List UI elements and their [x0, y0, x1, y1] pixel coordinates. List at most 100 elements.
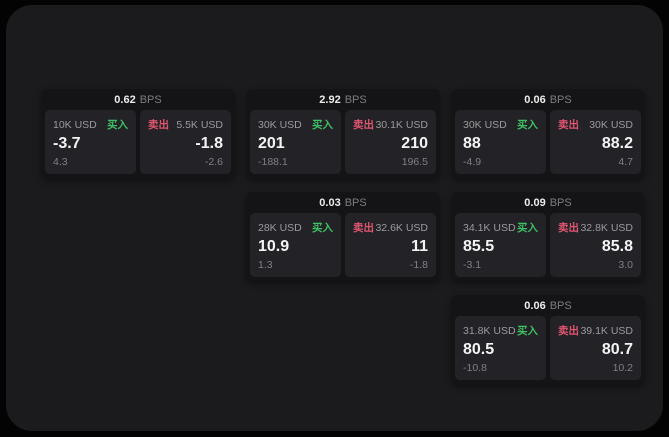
sell-amount: 30.1K USD	[375, 118, 428, 131]
buy-panel[interactable]: 30K USD 买入 201 -188.1	[250, 110, 341, 174]
buy-change: -188.1	[258, 156, 288, 168]
buy-change: -4.9	[463, 156, 482, 168]
buy-change: 4.3	[53, 156, 68, 168]
sell-panel[interactable]: 卖出 30.1K USD 210 196.5	[345, 110, 436, 174]
buy-price: 10.9	[258, 238, 290, 255]
bps-unit: BPS	[549, 196, 572, 209]
buy-panel[interactable]: 28K USD 买入 10.9 1.3	[250, 213, 341, 277]
sell-change: 4.7	[618, 156, 633, 168]
buy-panel[interactable]: 30K USD 买入 88 -4.9	[455, 110, 546, 174]
buy-label: 买入	[517, 119, 538, 131]
card-header: 0.09 BPS	[451, 192, 645, 213]
buy-amount: 28K USD	[258, 221, 302, 234]
sell-label: 卖出	[353, 222, 374, 234]
sell-change: -2.6	[204, 156, 223, 168]
buy-panel-top: 30K USD 买入	[463, 117, 538, 132]
sell-panel[interactable]: 卖出 5.5K USD -1.8 -2.6	[140, 110, 231, 174]
bps-unit: BPS	[549, 299, 572, 312]
sell-price: -1.8	[195, 135, 223, 152]
sell-panel[interactable]: 卖出 32.6K USD 11 -1.8	[345, 213, 436, 277]
sell-panel-top: 卖出 32.6K USD	[353, 220, 428, 235]
sell-change: 196.5	[401, 156, 428, 168]
buy-label: 买入	[517, 325, 538, 337]
buy-panel-top: 28K USD 买入	[258, 220, 333, 235]
buy-amount: 30K USD	[258, 118, 302, 131]
bps-value: 0.03	[319, 196, 341, 209]
buy-label: 买入	[312, 222, 333, 234]
sell-label: 卖出	[353, 119, 374, 131]
card-body: 30K USD 买入 88 -4.9 卖出 30K USD 88.2 4.7	[451, 110, 645, 178]
sell-price: 85.8	[601, 238, 633, 255]
sell-amount: 5.5K USD	[176, 118, 223, 131]
bps-value: 0.09	[524, 196, 546, 209]
buy-change: 1.3	[258, 259, 273, 271]
sell-price: 11	[411, 238, 428, 255]
sell-panel[interactable]: 卖出 32.8K USD 85.8 3.0	[550, 213, 641, 277]
buy-price: 88	[463, 135, 481, 152]
buy-panel-top: 31.8K USD 买入	[463, 323, 538, 338]
sell-amount: 39.1K USD	[580, 324, 633, 337]
card-header: 0.03 BPS	[246, 192, 440, 213]
price-card: 0.06 BPS 30K USD 买入 88 -4.9 卖出	[451, 89, 645, 178]
buy-price: 80.5	[463, 341, 495, 358]
sell-label: 卖出	[558, 222, 579, 234]
buy-change: -10.8	[463, 362, 487, 374]
buy-panel-top: 10K USD 买入	[53, 117, 128, 132]
card-header: 2.92 BPS	[246, 89, 440, 110]
price-card: 0.09 BPS 34.1K USD 买入 85.5 -3.1 卖出	[451, 192, 645, 281]
price-card: 0.06 BPS 31.8K USD 买入 80.5 -10.8 卖	[451, 295, 645, 384]
sell-price: 88.2	[601, 135, 633, 152]
buy-amount: 30K USD	[463, 118, 507, 131]
sell-label: 卖出	[558, 325, 579, 337]
sell-price: 210	[401, 135, 428, 152]
card-body: 31.8K USD 买入 80.5 -10.8 卖出 39.1K USD 80.…	[451, 316, 645, 384]
buy-panel[interactable]: 34.1K USD 买入 85.5 -3.1	[455, 213, 546, 277]
card-body: 30K USD 买入 201 -188.1 卖出 30.1K USD 210 1…	[246, 110, 440, 178]
card-header: 0.62 BPS	[41, 89, 235, 110]
bps-unit: BPS	[549, 93, 572, 106]
bps-value: 0.06	[524, 93, 546, 106]
card-body: 34.1K USD 买入 85.5 -3.1 卖出 32.8K USD 85.8…	[451, 213, 645, 281]
price-card: 0.03 BPS 28K USD 买入 10.9 1.3 卖出	[246, 192, 440, 281]
buy-amount: 34.1K USD	[463, 221, 516, 234]
sell-panel-top: 卖出 30K USD	[558, 117, 633, 132]
sell-change: 10.2	[612, 362, 633, 374]
price-cards-grid: 0.62 BPS 10K USD 买入 -3.7 4.3 卖出	[41, 89, 645, 384]
sell-amount: 32.8K USD	[580, 221, 633, 234]
app-panel: 0.62 BPS 10K USD 买入 -3.7 4.3 卖出	[6, 5, 663, 431]
buy-panel-top: 34.1K USD 买入	[463, 220, 538, 235]
sell-panel[interactable]: 卖出 30K USD 88.2 4.7	[550, 110, 641, 174]
bps-unit: BPS	[344, 196, 367, 209]
card-header: 0.06 BPS	[451, 89, 645, 110]
bps-value: 0.06	[524, 299, 546, 312]
buy-label: 买入	[312, 119, 333, 131]
sell-change: 3.0	[618, 259, 633, 271]
buy-price: 201	[258, 135, 285, 152]
price-card: 0.62 BPS 10K USD 买入 -3.7 4.3 卖出	[41, 89, 235, 178]
buy-label: 买入	[517, 222, 538, 234]
sell-panel-top: 卖出 5.5K USD	[148, 117, 223, 132]
buy-panel-top: 30K USD 买入	[258, 117, 333, 132]
buy-panel[interactable]: 10K USD 买入 -3.7 4.3	[45, 110, 136, 174]
sell-price: 80.7	[601, 341, 633, 358]
sell-change: -1.8	[409, 259, 428, 271]
sell-panel-top: 卖出 30.1K USD	[353, 117, 428, 132]
price-card: 2.92 BPS 30K USD 买入 201 -188.1 卖出	[246, 89, 440, 178]
sell-amount: 30K USD	[589, 118, 633, 131]
sell-amount: 32.6K USD	[375, 221, 428, 234]
card-body: 10K USD 买入 -3.7 4.3 卖出 5.5K USD -1.8 -2.…	[41, 110, 235, 178]
bps-value: 2.92	[319, 93, 341, 106]
bps-unit: BPS	[344, 93, 367, 106]
bps-unit: BPS	[139, 93, 162, 106]
buy-panel[interactable]: 31.8K USD 买入 80.5 -10.8	[455, 316, 546, 380]
card-body: 28K USD 买入 10.9 1.3 卖出 32.6K USD 11 -1.8	[246, 213, 440, 281]
sell-label: 卖出	[558, 119, 579, 131]
sell-panel-top: 卖出 32.8K USD	[558, 220, 633, 235]
card-header: 0.06 BPS	[451, 295, 645, 316]
sell-label: 卖出	[148, 119, 169, 131]
buy-price: -3.7	[53, 135, 81, 152]
buy-change: -3.1	[463, 259, 482, 271]
sell-panel[interactable]: 卖出 39.1K USD 80.7 10.2	[550, 316, 641, 380]
buy-price: 85.5	[463, 238, 495, 255]
